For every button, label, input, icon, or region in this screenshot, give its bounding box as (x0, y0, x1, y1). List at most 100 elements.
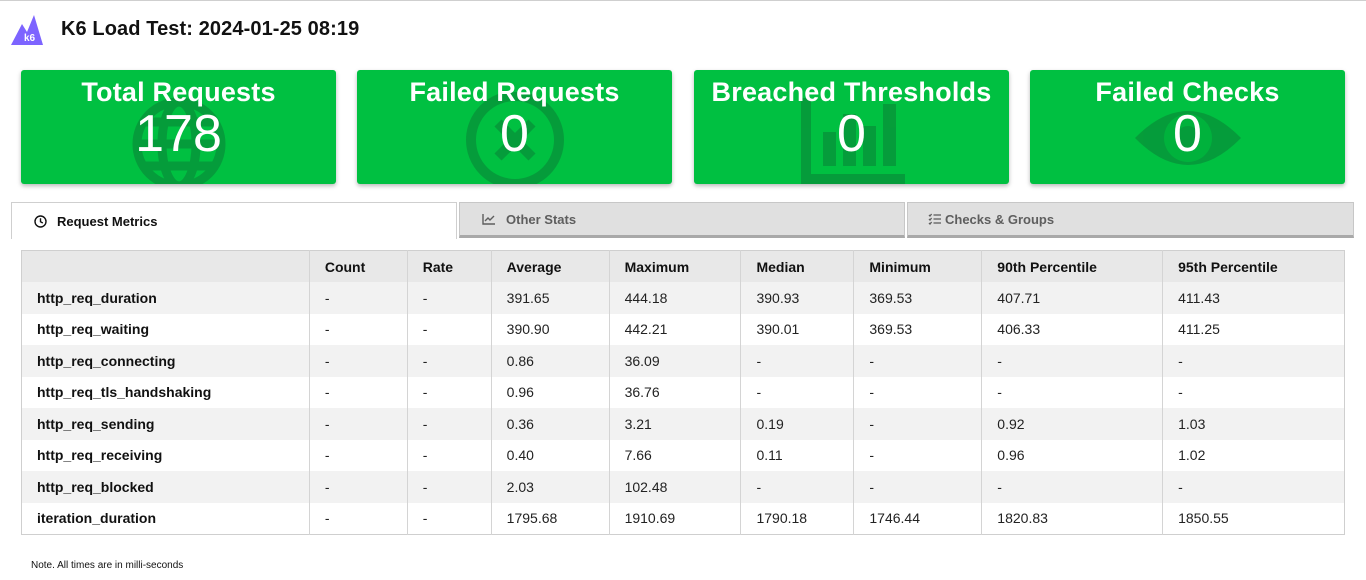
breached-thresholds-card: Breached Thresholds 0 (694, 70, 1009, 184)
table-header-row: Count Rate Average Maximum Median Minimu… (21, 250, 1345, 282)
metric-value-cell: 0.96 (490, 376, 610, 408)
metric-value-cell: - (853, 471, 982, 503)
column-header: 90th Percentile (981, 250, 1163, 282)
metric-value-cell: 2.03 (490, 471, 610, 503)
metric-name-cell: iteration_duration (21, 502, 310, 535)
metric-name-cell: http_req_waiting (21, 313, 310, 345)
table-row: iteration_duration - -1795.68 1910.69 1790.1… (21, 502, 1345, 535)
metric-value-cell: 390.01 (740, 313, 854, 345)
metric-value-cell: - (406, 313, 492, 345)
metric-value-cell: - (1162, 471, 1345, 503)
metric-value-cell: - (853, 439, 982, 471)
metric-name-cell: http_req_blocked (21, 471, 310, 503)
column-header: Average (490, 250, 610, 282)
metric-value-cell: 369.53 (853, 282, 982, 314)
tab-other-stats[interactable]: Other Stats (459, 202, 905, 238)
metric-value-cell: - (308, 345, 408, 377)
metric-value-cell: - (308, 502, 408, 535)
metric-value-cell: - (308, 376, 408, 408)
column-header: Rate (406, 250, 492, 282)
column-header: Count (308, 250, 408, 282)
metric-value-cell: - (740, 376, 854, 408)
metric-name-cell: http_req_tls_handshaking (21, 376, 310, 408)
metric-value-cell: - (740, 471, 854, 503)
metric-value-cell: - (308, 282, 408, 314)
metric-value-cell: 1790.18 (740, 502, 854, 535)
metric-name-cell: http_req_sending (21, 408, 310, 440)
metric-value-cell: 444.18 (608, 282, 741, 314)
table-row: http_req_tls_handshaking - -0.96 36.76- - - - (21, 376, 1345, 408)
metric-value-cell: - (406, 282, 492, 314)
checklist-icon (928, 213, 942, 225)
footnote: Note. All times are in milli-seconds (31, 560, 184, 571)
metric-value-cell: 442.21 (608, 313, 741, 345)
metric-value-cell: 406.33 (981, 313, 1163, 345)
metric-value-cell: - (853, 408, 982, 440)
metric-value-cell: - (981, 471, 1163, 503)
summary-cards: Total Requests 178 Failed Requests 0 Bre… (21, 70, 1345, 184)
top-border (0, 0, 1366, 1)
metric-value-cell: 0.92 (981, 408, 1163, 440)
tab-label: Checks & Groups (945, 211, 1055, 227)
column-header: Minimum (853, 250, 982, 282)
tab-label: Other Stats (506, 211, 577, 227)
metric-value-cell: 1820.83 (981, 502, 1163, 535)
table-row: http_req_waiting - -390.90 442.21 390.01 369.… (21, 313, 1345, 345)
card-value: 0 (837, 105, 866, 163)
metric-value-cell: 36.09 (608, 345, 741, 377)
metric-value-cell: 1850.55 (1162, 502, 1345, 535)
metric-value-cell: - (406, 439, 492, 471)
line-chart-icon (482, 213, 496, 225)
table-row: http_req_sending - -0.36 3.21 0.19-0.92 1.03 (21, 408, 1345, 440)
metric-name-cell: http_req_receiving (21, 439, 310, 471)
metric-value-cell: - (1162, 345, 1345, 377)
metric-value-cell: 0.19 (740, 408, 854, 440)
table-row: http_req_duration - -391.65 444.18 390.93 369… (21, 282, 1345, 314)
metric-value-cell: 0.40 (490, 439, 610, 471)
metric-value-cell: - (308, 313, 408, 345)
metric-value-cell: 1.02 (1162, 439, 1345, 471)
table-row: http_req_receiving - -0.40 7.66 0.11-0.96 1.0… (21, 439, 1345, 471)
failed-checks-card: Failed Checks 0 (1030, 70, 1345, 184)
metric-value-cell: - (981, 376, 1163, 408)
card-value: 0 (1173, 105, 1202, 163)
card-label: Failed Requests (409, 77, 620, 107)
tab-bar: Request Metrics Other Stats Checks & Gro… (11, 202, 1354, 239)
metric-value-cell: 7.66 (608, 439, 741, 471)
metric-value-cell: - (1162, 376, 1345, 408)
bar-chart-icon (800, 98, 905, 184)
failed-requests-card: Failed Requests 0 (357, 70, 672, 184)
metric-value-cell: - (853, 376, 982, 408)
card-label: Failed Checks (1095, 77, 1280, 107)
metric-value-cell: - (406, 471, 492, 503)
card-value: 0 (500, 105, 529, 163)
metric-value-cell: - (308, 408, 408, 440)
metric-value-cell: 0.11 (740, 439, 854, 471)
clock-icon (34, 214, 47, 228)
metric-value-cell: - (740, 345, 854, 377)
svg-text:k6: k6 (24, 33, 36, 44)
table-row: http_req_blocked - -2.03 102.48- - - - (21, 471, 1345, 503)
metric-value-cell: 391.65 (490, 282, 610, 314)
table-body: http_req_duration - -391.65 444.18 390.93 369… (21, 282, 1345, 535)
metric-value-cell: - (308, 471, 408, 503)
metric-value-cell: 36.76 (608, 376, 741, 408)
metric-value-cell: 1.03 (1162, 408, 1345, 440)
k6-logo-icon: k6 (11, 15, 43, 45)
card-label: Breached Thresholds (711, 77, 992, 107)
tab-checks-groups[interactable]: Checks & Groups (907, 202, 1354, 238)
metric-value-cell: - (406, 502, 492, 535)
card-label: Total Requests (81, 77, 276, 107)
x-circle-icon (465, 92, 564, 184)
metric-value-cell: 1795.68 (490, 502, 610, 535)
metric-value-cell: 411.25 (1162, 313, 1345, 345)
metric-value-cell: 390.93 (740, 282, 854, 314)
column-header: Maximum (608, 250, 741, 282)
tab-request-metrics[interactable]: Request Metrics (11, 202, 457, 239)
metric-value-cell: - (406, 408, 492, 440)
metric-value-cell: 0.86 (490, 345, 610, 377)
metric-name-cell: http_req_connecting (21, 345, 310, 377)
metric-value-cell: - (308, 439, 408, 471)
column-header: 95th Percentile (1162, 250, 1345, 282)
column-header: Median (740, 250, 854, 282)
